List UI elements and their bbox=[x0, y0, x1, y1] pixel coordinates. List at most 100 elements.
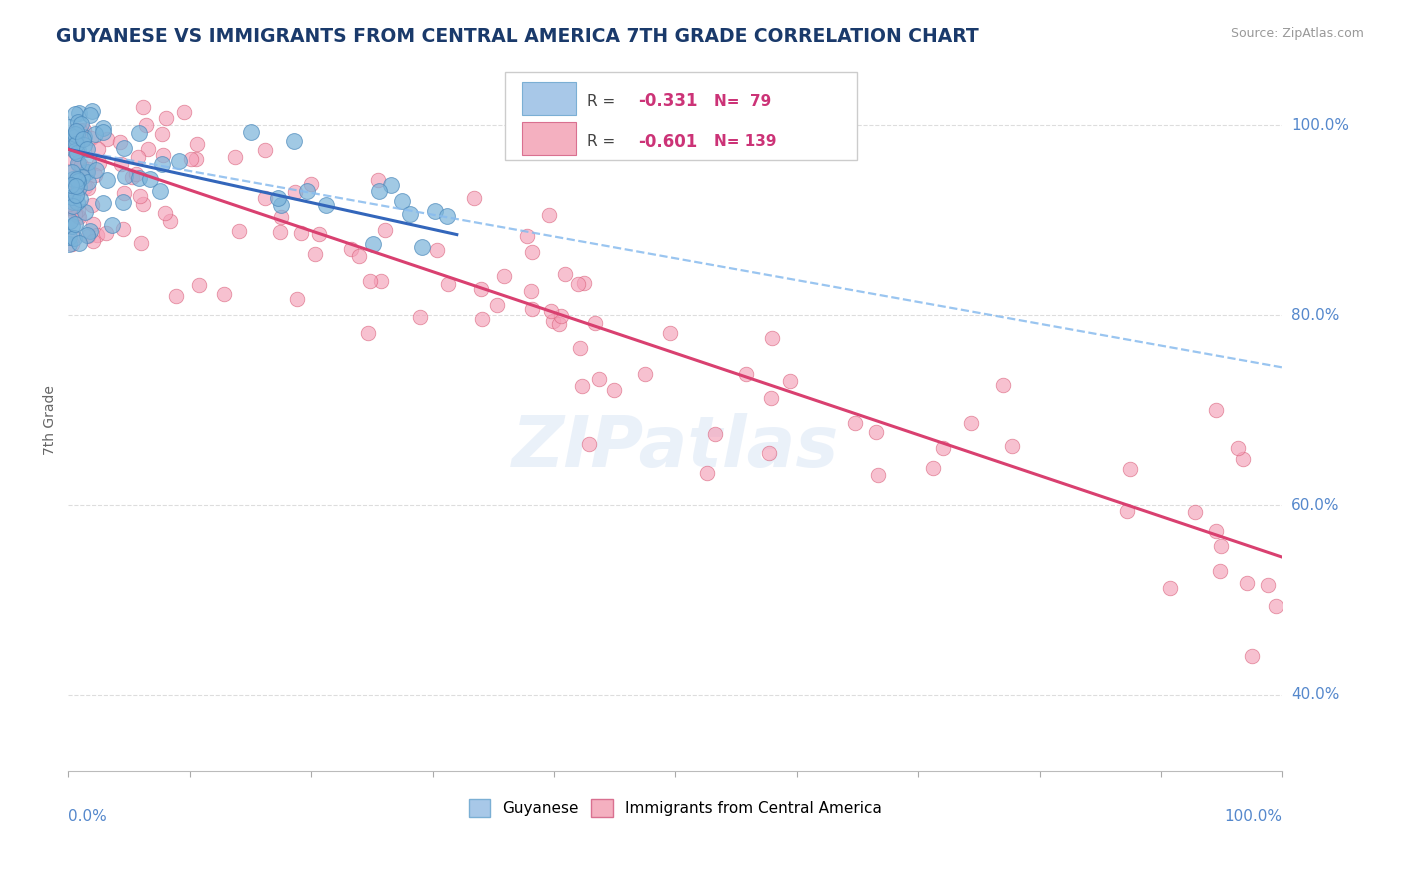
Point bbox=[254, 144, 277, 158]
Point bbox=[548, 317, 571, 331]
Point bbox=[65, 179, 87, 194]
Point bbox=[155, 111, 177, 125]
Point bbox=[659, 326, 682, 340]
Point bbox=[603, 383, 626, 397]
Point bbox=[550, 310, 572, 324]
Point bbox=[66, 146, 89, 161]
Point bbox=[363, 237, 385, 252]
Point bbox=[62, 231, 84, 245]
Point bbox=[139, 172, 162, 186]
Point bbox=[167, 154, 190, 169]
Point bbox=[1115, 504, 1137, 518]
Point bbox=[186, 136, 208, 151]
Point bbox=[152, 148, 174, 162]
Point bbox=[959, 416, 981, 430]
Point bbox=[67, 236, 90, 251]
Point bbox=[59, 201, 82, 215]
Text: -0.331: -0.331 bbox=[638, 93, 697, 111]
Point bbox=[572, 276, 595, 290]
Point bbox=[60, 178, 83, 193]
Text: ZIPatlas: ZIPatlas bbox=[512, 413, 839, 483]
Point bbox=[101, 219, 124, 233]
Point bbox=[67, 123, 90, 137]
Point bbox=[58, 229, 80, 244]
Point bbox=[212, 286, 235, 301]
Point bbox=[522, 244, 544, 259]
Point bbox=[73, 130, 96, 145]
Point bbox=[411, 240, 433, 254]
Point bbox=[240, 125, 263, 139]
Point bbox=[436, 277, 458, 292]
Point bbox=[62, 229, 84, 244]
Point bbox=[180, 152, 202, 166]
Point bbox=[69, 105, 91, 120]
Point bbox=[583, 316, 606, 330]
Point bbox=[1000, 439, 1022, 453]
Point bbox=[398, 207, 420, 221]
Point bbox=[58, 197, 80, 211]
FancyBboxPatch shape bbox=[523, 122, 576, 155]
Legend: Guyanese, Immigrants from Central America: Guyanese, Immigrants from Central Americ… bbox=[463, 793, 887, 822]
Point bbox=[1240, 648, 1263, 663]
Point bbox=[79, 108, 101, 122]
Point bbox=[228, 224, 250, 238]
Point bbox=[173, 104, 195, 119]
Point bbox=[62, 172, 84, 186]
Point bbox=[554, 267, 576, 281]
Point bbox=[69, 123, 91, 137]
Point bbox=[83, 127, 105, 141]
Point bbox=[578, 437, 600, 451]
Point bbox=[84, 168, 107, 182]
Point bbox=[65, 183, 87, 197]
Text: R =: R = bbox=[586, 94, 620, 109]
Text: N=  79: N= 79 bbox=[714, 94, 772, 109]
Point bbox=[91, 195, 114, 210]
FancyBboxPatch shape bbox=[505, 72, 858, 160]
Point bbox=[128, 126, 150, 140]
Point bbox=[62, 194, 84, 209]
Point bbox=[127, 150, 149, 164]
Text: 60.0%: 60.0% bbox=[1291, 498, 1340, 513]
Point bbox=[77, 228, 100, 243]
Point bbox=[135, 118, 157, 132]
Text: N= 139: N= 139 bbox=[714, 135, 776, 149]
Point bbox=[426, 244, 449, 258]
Point bbox=[67, 143, 90, 157]
Point bbox=[66, 128, 89, 142]
Point bbox=[270, 211, 292, 225]
Point bbox=[108, 135, 131, 149]
Point bbox=[67, 210, 90, 224]
Point bbox=[80, 131, 103, 145]
Point bbox=[436, 209, 458, 223]
Point bbox=[569, 341, 592, 355]
Point bbox=[295, 185, 318, 199]
Point bbox=[339, 242, 361, 256]
Point bbox=[922, 460, 945, 475]
Point bbox=[65, 207, 87, 221]
Point bbox=[76, 227, 98, 242]
Point bbox=[1205, 524, 1227, 539]
Point bbox=[136, 142, 159, 156]
Point bbox=[84, 163, 107, 178]
Point bbox=[70, 158, 93, 172]
Point bbox=[59, 214, 82, 228]
Text: 0.0%: 0.0% bbox=[69, 809, 107, 824]
Point bbox=[1209, 564, 1232, 578]
Point bbox=[270, 198, 292, 212]
Point bbox=[761, 331, 783, 345]
Point bbox=[1232, 452, 1254, 467]
Point bbox=[67, 155, 90, 169]
Text: 100.0%: 100.0% bbox=[1225, 809, 1282, 824]
FancyBboxPatch shape bbox=[523, 82, 576, 115]
Point bbox=[370, 274, 392, 288]
Point bbox=[844, 416, 866, 430]
Point bbox=[66, 115, 89, 129]
Point bbox=[69, 193, 91, 207]
Point bbox=[357, 326, 380, 340]
Point bbox=[62, 137, 84, 152]
Point bbox=[91, 121, 114, 136]
Point bbox=[129, 236, 152, 251]
Point bbox=[66, 139, 89, 153]
Point bbox=[62, 199, 84, 213]
Point bbox=[159, 214, 181, 228]
